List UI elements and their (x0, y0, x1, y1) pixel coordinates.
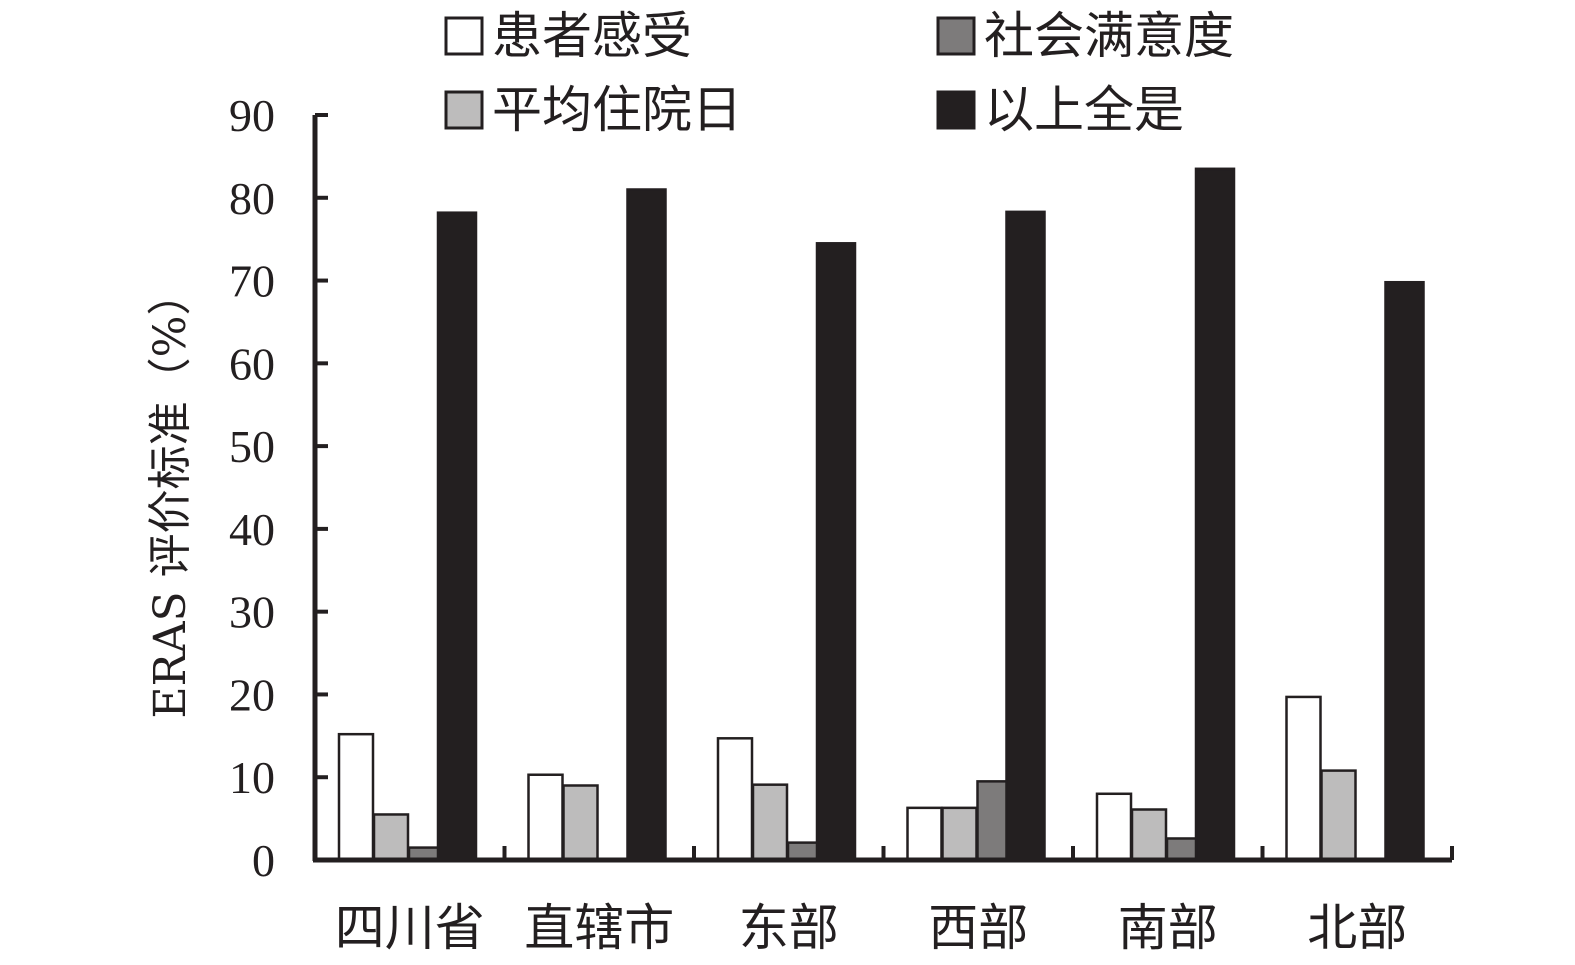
y-axis: 0 10 20 30 40 50 60 70 80 90 (229, 90, 328, 886)
legend-swatch (444, 16, 484, 56)
y-tick-label: 60 (229, 338, 275, 389)
bar-patient-experience (337, 732, 375, 862)
bar-all-above (626, 188, 667, 862)
x-axis: 四川省 直辖市 东部 西部 南部 北部 (313, 846, 1454, 957)
legend-swatch (936, 16, 976, 56)
bar-all-above (436, 211, 478, 862)
legend-swatch (936, 90, 976, 130)
y-axis-label: ERAS 评价标准（%） (145, 272, 196, 719)
legend-label: 以上全是 (984, 81, 1184, 139)
y-tick-label: 40 (229, 504, 275, 555)
bar-avg-stay (372, 813, 410, 862)
y-tick-label: 50 (229, 421, 275, 472)
bars (337, 167, 1425, 862)
x-category-label: 直辖市 (524, 899, 674, 957)
y-tick-label: 20 (229, 669, 275, 720)
bar-avg-stay (1320, 769, 1357, 862)
x-category-label: 西部 (928, 899, 1028, 957)
bar-patient-experience (1095, 792, 1133, 862)
bar-all-above (1194, 167, 1236, 862)
bar-avg-stay (562, 784, 599, 862)
y-tick-label: 70 (229, 256, 275, 307)
legend-label: 平均住院日 (492, 81, 742, 139)
x-category-label: 四川省 (335, 899, 485, 957)
bar-patient-experience (906, 806, 943, 862)
bar-all-above (1384, 280, 1425, 862)
bar-avg-stay (751, 783, 789, 862)
x-category-label: 南部 (1118, 899, 1218, 957)
bar-avg-stay (1130, 808, 1168, 862)
bar-patient-experience (1285, 695, 1322, 862)
legend-label: 社会满意度 (984, 7, 1234, 65)
x-category-label: 东部 (739, 899, 839, 957)
bar-all-above (815, 242, 857, 862)
bar-all-above (1005, 210, 1046, 862)
y-tick-label: 10 (229, 752, 275, 803)
y-tick-label: 80 (229, 173, 275, 224)
y-tick-label: 30 (229, 587, 275, 638)
x-category-label: 北部 (1307, 899, 1407, 957)
bar-patient-experience (527, 773, 564, 862)
y-tick-label: 90 (229, 90, 275, 141)
bar-patient-experience (716, 737, 754, 862)
y-axis-label-group: ERAS 评价标准（%） (145, 272, 196, 719)
legend-label: 患者感受 (492, 7, 692, 65)
legend-swatch (444, 90, 484, 130)
bar-avg-stay (941, 806, 978, 862)
y-tick-label: 0 (252, 835, 275, 886)
